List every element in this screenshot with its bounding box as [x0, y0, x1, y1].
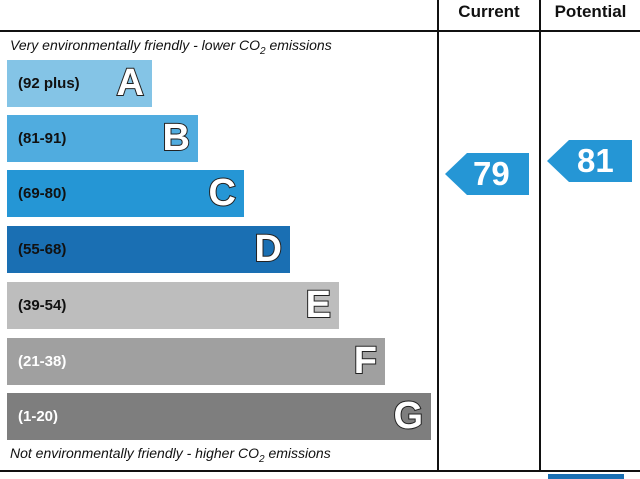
band-letter: G — [392, 394, 424, 438]
top-note: Very environmentally friendly - lower CO… — [10, 37, 332, 57]
band-g: (1-20) G — [7, 393, 431, 440]
band-f: (21-38) F — [7, 338, 385, 385]
band-range-label: (92 plus) — [18, 75, 80, 92]
potential-rating-value: 81 — [577, 142, 614, 179]
band-range-label: (1-20) — [18, 408, 59, 425]
bottom-note-subscript: 2 — [259, 453, 265, 465]
band-e: (39-54) E — [7, 282, 339, 329]
band-range-label: (69-80) — [18, 185, 67, 202]
band-letter: E — [305, 283, 332, 327]
bottom-note-suffix: emissions — [264, 445, 331, 461]
bottom-note-text: Not environmentally friendly - higher C — [10, 445, 249, 461]
header-current: Current — [458, 2, 520, 21]
header-potential: Potential — [554, 2, 627, 21]
band-c: (69-80) C — [7, 170, 244, 217]
bottom-note-o: O — [248, 445, 259, 461]
band-b: (81-91) B — [7, 115, 198, 162]
top-border — [0, 30, 640, 32]
band-range-label: (21-38) — [18, 353, 67, 370]
band-letter: B — [162, 116, 191, 160]
band-range-label: (39-54) — [18, 297, 67, 314]
bottom-note: Not environmentally friendly - higher CO… — [10, 445, 331, 465]
top-note-suffix: emissions — [265, 37, 332, 53]
potential-rating-arrow: 81 — [547, 140, 632, 182]
top-note-o: O — [249, 37, 261, 53]
current-rating-arrow: 79 — [445, 153, 529, 195]
band-range-label: (55-68) — [18, 241, 67, 258]
current-arrow-shape — [445, 153, 529, 195]
band-letter: F — [353, 339, 378, 383]
next-section-bar — [548, 474, 624, 479]
divider-potential — [539, 0, 541, 472]
band-letter: D — [254, 227, 283, 271]
current-rating-value: 79 — [473, 155, 510, 192]
band-letter: A — [116, 61, 145, 105]
band-a: (92 plus) A — [7, 60, 152, 107]
divider-current — [437, 0, 439, 472]
potential-arrow-shape — [547, 140, 632, 182]
band-letter: C — [208, 171, 237, 215]
top-note-text: Very environmentally friendly - lower C — [10, 37, 250, 53]
bottom-border — [0, 470, 640, 472]
band-d: (55-68) D — [7, 226, 290, 273]
band-range-label: (81-91) — [18, 130, 67, 147]
top-note-subscript: 2 — [260, 45, 266, 57]
